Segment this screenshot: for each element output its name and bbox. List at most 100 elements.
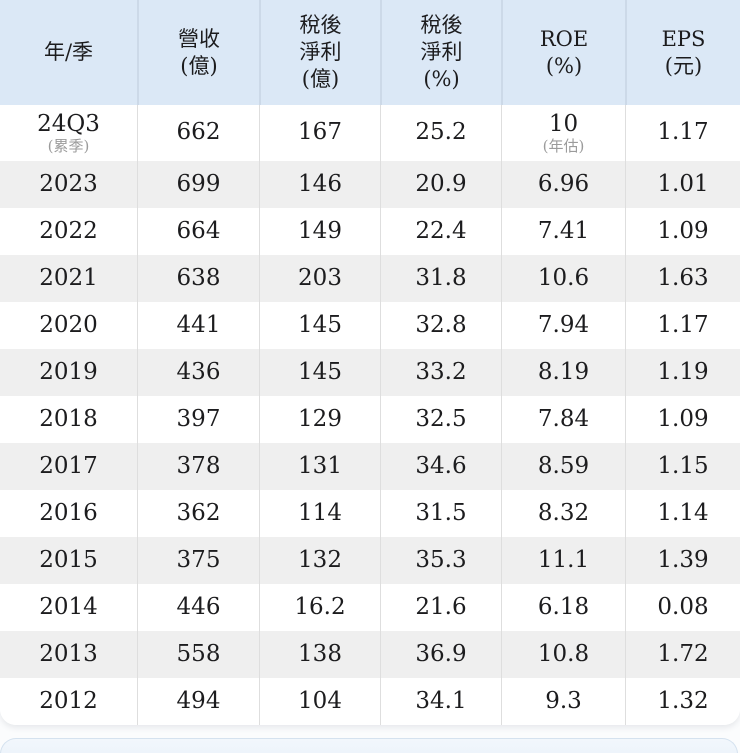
cell-roe-value: 7.84 <box>537 405 590 432</box>
header-label-line: 稅後 <box>420 13 463 37</box>
cell-eps: 1.39 <box>625 537 740 584</box>
cell-net-income-value: 131 <box>298 452 342 479</box>
cell-roe: 6.96 <box>501 161 625 208</box>
table-row: 24Q3 (累季) 662 167 25.2 10 (年估) 1.17 <box>0 105 740 161</box>
header-cell-net-margin: 稅後 淨利 (%) <box>380 0 501 105</box>
header-label-line: 營收 <box>178 26 220 51</box>
cell-year-value: 2022 <box>39 217 98 244</box>
cell-roe: 9.3 <box>501 678 625 725</box>
cell-net-income: 104 <box>259 678 380 725</box>
cell-eps-value: 1.17 <box>657 311 709 338</box>
cell-year-value: 2018 <box>39 405 98 432</box>
cell-roe: 7.41 <box>501 208 625 255</box>
cell-eps-value: 1.01 <box>657 170 709 197</box>
cell-roe-value: 6.96 <box>537 170 590 197</box>
cell-eps-value: 1.14 <box>657 499 709 526</box>
cell-year: 2018 <box>0 396 137 443</box>
cell-year: 2017 <box>0 443 137 490</box>
cell-revenue-value: 494 <box>176 687 221 714</box>
cell-year: 2016 <box>0 490 137 537</box>
cell-revenue-value: 664 <box>176 217 221 244</box>
cell-roe: 8.59 <box>501 443 625 490</box>
cell-year-value: 2013 <box>39 640 98 667</box>
cell-eps: 1.72 <box>625 631 740 678</box>
cell-revenue-value: 441 <box>176 311 221 338</box>
cell-net-income-value: 146 <box>298 170 342 197</box>
cell-net-margin-value: 36.9 <box>415 640 467 667</box>
cell-eps: 1.32 <box>625 678 740 725</box>
cell-net-margin-value: 32.5 <box>415 405 467 432</box>
cell-eps: 1.09 <box>625 396 740 443</box>
cell-net-margin-value: 32.8 <box>415 311 467 338</box>
table-header: 年/季 營收 (億) 稅後 淨利 (億) 稅後 淨利 (%) ROE (%) EPS (元) <box>0 0 740 105</box>
cell-year: 2015 <box>0 537 137 584</box>
cell-net-income-value: 138 <box>298 640 342 667</box>
cell-roe: 8.19 <box>501 349 625 396</box>
header-label-line: (億) <box>180 53 218 78</box>
cell-year-value: 24Q3 <box>37 110 100 137</box>
cell-revenue-value: 638 <box>176 264 221 291</box>
cell-roe-value: 10.6 <box>537 264 590 291</box>
cell-revenue-value: 558 <box>176 640 221 667</box>
cell-roe: 7.84 <box>501 396 625 443</box>
cell-net-margin: 32.5 <box>380 396 501 443</box>
cell-net-income-value: 145 <box>298 311 342 338</box>
cell-revenue-value: 362 <box>176 499 221 526</box>
table-row: 2018 397 129 32.5 7.84 1.09 <box>0 396 740 443</box>
header-label-line: 年/季 <box>43 40 94 64</box>
cell-net-income-value: 203 <box>298 264 342 291</box>
cell-roe-value: 10 <box>548 110 579 137</box>
next-section-panel-edge <box>0 738 738 753</box>
cell-net-margin-value: 25.2 <box>415 119 467 146</box>
cell-revenue: 699 <box>137 161 259 208</box>
table-row: 2014 446 16.2 21.6 6.18 0.08 <box>0 584 740 631</box>
cell-year-value: 2023 <box>39 170 98 197</box>
cell-net-margin-value: 35.3 <box>415 546 467 573</box>
cell-net-income: 132 <box>259 537 380 584</box>
cell-roe: 10 (年估) <box>501 105 625 161</box>
cell-revenue: 397 <box>137 396 259 443</box>
cell-year-value: 2017 <box>39 452 98 479</box>
cell-eps-value: 1.32 <box>657 687 709 714</box>
cell-net-income-value: 167 <box>298 119 342 146</box>
cell-year-value: 2014 <box>39 593 98 620</box>
cell-net-margin: 33.2 <box>380 349 501 396</box>
cell-net-income-value: 132 <box>298 546 342 573</box>
cell-roe-value: 8.59 <box>537 452 590 479</box>
cell-revenue-value: 662 <box>176 119 221 146</box>
cell-revenue: 362 <box>137 490 259 537</box>
cell-revenue: 662 <box>137 105 259 161</box>
cell-net-income: 149 <box>259 208 380 255</box>
cell-year-value: 2021 <box>39 264 98 291</box>
cell-net-margin: 36.9 <box>380 631 501 678</box>
cell-eps: 1.19 <box>625 349 740 396</box>
cell-year: 2023 <box>0 161 137 208</box>
header-label-line: (億) <box>301 67 340 91</box>
cell-net-margin: 35.3 <box>380 537 501 584</box>
cell-year-value: 2020 <box>39 311 98 338</box>
cell-revenue: 378 <box>137 443 259 490</box>
cell-roe: 6.18 <box>501 584 625 631</box>
header-label-line: ROE <box>539 26 589 51</box>
cell-year-value: 2019 <box>39 358 98 385</box>
cell-net-margin: 25.2 <box>380 105 501 161</box>
cell-revenue: 446 <box>137 584 259 631</box>
cell-roe: 11.1 <box>501 537 625 584</box>
cell-revenue: 664 <box>137 208 259 255</box>
cell-net-margin-value: 34.6 <box>415 452 467 479</box>
cell-roe-value: 7.41 <box>537 217 590 244</box>
cell-net-margin-value: 21.6 <box>415 593 467 620</box>
header-label-line: (%) <box>545 53 583 78</box>
cell-eps: 1.63 <box>625 255 740 302</box>
cell-roe-value: 7.94 <box>537 311 590 338</box>
cell-net-income: 16.2 <box>259 584 380 631</box>
cell-revenue: 638 <box>137 255 259 302</box>
cell-eps-value: 1.15 <box>657 452 709 479</box>
cell-roe-value: 10.8 <box>537 640 590 667</box>
cell-revenue: 375 <box>137 537 259 584</box>
cell-net-margin-value: 31.8 <box>415 264 467 291</box>
header-cell-eps: EPS (元) <box>625 0 740 105</box>
cell-eps-value: 1.63 <box>657 264 709 291</box>
cell-net-income: 146 <box>259 161 380 208</box>
header-cell-revenue: 營收 (億) <box>137 0 259 105</box>
